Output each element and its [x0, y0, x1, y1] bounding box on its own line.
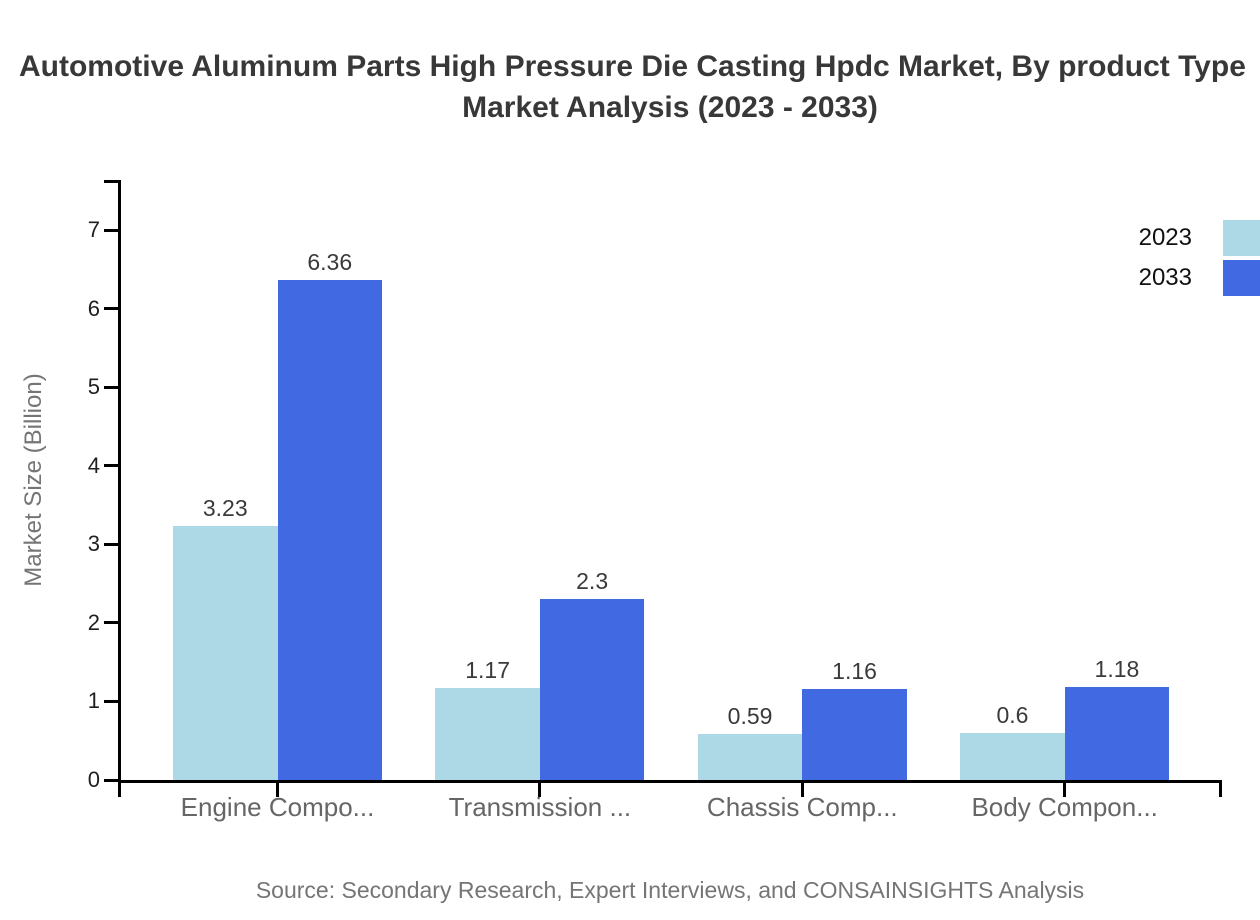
x-tick-mark: [800, 783, 804, 797]
bar-2023-1: [435, 688, 540, 780]
y-tick-label: 5: [87, 374, 100, 400]
legend-label-2033: 2033: [1138, 264, 1192, 291]
chart-title-line2: Market Analysis (2023 - 2033): [462, 91, 878, 124]
bar-2023-3: [960, 732, 1065, 780]
y-tick-mark: [104, 621, 118, 625]
x-axis-end-cap: [1219, 783, 1222, 797]
y-tick-mark: [104, 542, 118, 546]
y-axis-title: Market Size (Billion): [20, 373, 47, 587]
x-tick-mark: [538, 783, 542, 797]
bar-2023-2: [697, 733, 803, 780]
x-axis-line: [118, 780, 1222, 783]
chart-title-line1: Automotive Aluminum Parts High Pressure …: [19, 50, 1246, 83]
y-axis-line: [118, 180, 121, 797]
y-tick-mark: [104, 778, 118, 782]
y-tick-label: 2: [87, 609, 100, 635]
bar-2033-3: [1064, 687, 1170, 780]
y-tick-mark: [104, 307, 118, 311]
y-tick-mark: [104, 228, 118, 232]
legend-label-2023: 2023: [1138, 224, 1192, 251]
y-tick-label: 3: [87, 531, 100, 557]
bar-value-2023-2: 0.59: [727, 702, 773, 729]
y-tick-label: 7: [87, 217, 100, 242]
x-category-label-0: Engine Compo...: [180, 792, 375, 822]
bar-2023-0: [173, 526, 278, 780]
bar-value-2033-3: 1.18: [1094, 656, 1140, 683]
legend-swatch-2033: [1223, 260, 1260, 296]
source-attribution: Source: Secondary Research, Expert Inter…: [255, 877, 1085, 903]
y-tick-label: 0: [87, 767, 100, 792]
bar-2033-0: [277, 280, 382, 780]
y-tick-label: 6: [87, 295, 100, 321]
y-tick-label: 1: [87, 688, 100, 714]
x-category-label-3: Body Compon...: [971, 792, 1158, 822]
bar-value-2033-1: 2.3: [576, 568, 609, 595]
x-tick-mark: [1063, 783, 1067, 797]
legend-swatch-2023: [1223, 220, 1260, 256]
bar-value-2023-0: 3.23: [202, 495, 248, 522]
y-axis-top-cap: [104, 180, 118, 183]
bar-value-2023-3: 0.6: [996, 701, 1029, 728]
x-category-label-2: Chassis Comp...: [706, 792, 898, 822]
bar-value-2033-0: 6.36: [307, 249, 353, 276]
bar-value-2023-1: 1.17: [465, 657, 511, 684]
x-category-label-1: Transmission ...: [448, 792, 632, 822]
x-tick-mark: [276, 783, 279, 797]
bar-2033-1: [539, 599, 645, 780]
y-tick-mark: [104, 699, 118, 703]
y-tick-label: 4: [87, 452, 100, 478]
bar-2033-2: [802, 688, 907, 780]
bar-value-2033-2: 1.16: [832, 657, 877, 684]
y-tick-mark: [104, 464, 118, 468]
y-tick-mark: [104, 385, 118, 389]
